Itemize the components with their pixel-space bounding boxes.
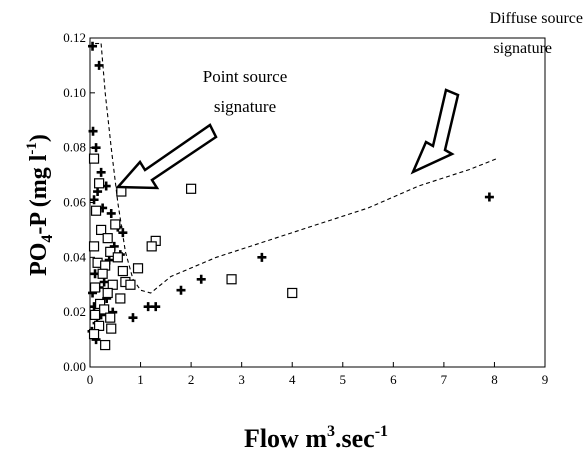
y-tick-label: 0.08 xyxy=(63,140,86,155)
plus-point xyxy=(106,208,116,218)
y-tick-label: 0.02 xyxy=(63,304,86,319)
square-point xyxy=(117,265,128,277)
plus-point xyxy=(484,192,494,202)
annotation-diffuse-line1: Diffuse source xyxy=(490,10,583,27)
square-point xyxy=(97,268,108,279)
square-point xyxy=(186,183,197,194)
square-point xyxy=(102,233,113,244)
square-point xyxy=(146,241,157,252)
plus-point xyxy=(257,252,267,262)
y-axis-title-sup: -1 xyxy=(24,142,40,155)
point-source-arrow xyxy=(115,123,218,190)
plus-point xyxy=(88,126,98,136)
y-axis-title: PO4-P (mg l-1) xyxy=(24,134,56,276)
square-point xyxy=(89,309,101,321)
square-point xyxy=(100,339,111,351)
trend-lines xyxy=(95,42,498,294)
plot-frame xyxy=(89,37,546,368)
plot-border xyxy=(89,37,546,368)
plus-point xyxy=(143,302,153,312)
x-tick-label: 2 xyxy=(188,372,195,387)
x-tick-label: 5 xyxy=(340,372,347,387)
x-axis-title-main: Flow m xyxy=(244,424,327,453)
x-axis-title: Flow m3.sec-1 xyxy=(244,423,388,453)
square-point xyxy=(88,329,100,340)
x-tick-label: 1 xyxy=(137,372,144,387)
square-point xyxy=(106,323,117,334)
y-tick-label: 0.06 xyxy=(63,195,86,210)
plus-point xyxy=(94,60,104,70)
square-point xyxy=(110,219,121,230)
x-axis-title-sup: 3 xyxy=(327,423,335,440)
y-tick-label: 0.10 xyxy=(63,85,86,100)
plus-point xyxy=(91,143,101,153)
square-point xyxy=(89,282,101,293)
x-axis-title-sup2: -1 xyxy=(375,423,388,440)
data-points xyxy=(87,41,494,351)
axis-ticks: 0 1 2 3 4 5 6 7 8 9 0.00 0.02 0.04 0.06 0.08 0.10 0.12 xyxy=(63,30,548,387)
square-point xyxy=(226,274,237,285)
square-point xyxy=(132,263,144,274)
annotation-point-line1: Point source xyxy=(203,67,288,86)
y-axis-title-end: ) xyxy=(26,134,52,142)
y-axis-title-sub: 4 xyxy=(39,235,56,243)
x-tick-label: 7 xyxy=(441,372,448,387)
x-tick-label: 9 xyxy=(542,372,549,387)
x-tick-label: 8 xyxy=(491,372,498,387)
plus-point xyxy=(88,41,98,51)
square-point xyxy=(115,293,126,304)
x-tick-label: 6 xyxy=(390,372,397,387)
annotation-diffuse-line2: signature xyxy=(493,40,552,57)
plus-point xyxy=(196,274,206,284)
y-axis-title-mid: -P (mg l xyxy=(26,154,52,234)
x-tick-label: 4 xyxy=(289,372,296,387)
y-axis-title-main: PO xyxy=(26,243,52,276)
square-point xyxy=(105,312,116,323)
square-point xyxy=(96,224,107,236)
x-tick-label: 3 xyxy=(238,372,245,387)
square-point xyxy=(88,241,100,252)
square-point xyxy=(102,287,113,299)
square-point xyxy=(287,287,298,299)
annotation-point-line2: signature xyxy=(214,97,276,116)
plus-point xyxy=(93,187,103,197)
square-point xyxy=(112,252,123,263)
plus-point xyxy=(89,195,99,205)
square-point xyxy=(105,246,116,257)
plus-point xyxy=(176,285,186,295)
x-axis-title-mid: .sec xyxy=(335,424,375,453)
plus-point xyxy=(151,302,161,312)
y-tick-label: 0.04 xyxy=(63,249,86,264)
plus-point xyxy=(128,313,138,323)
plus-point xyxy=(99,277,109,287)
x-tick-label: 0 xyxy=(87,372,94,387)
y-tick-label: 0.12 xyxy=(63,30,86,45)
plus-point xyxy=(96,167,106,177)
diffuse-source-arrow xyxy=(410,88,460,175)
plus-point xyxy=(118,228,128,238)
square-point xyxy=(88,153,100,164)
square-point xyxy=(93,178,105,189)
square-point xyxy=(125,279,136,290)
fit-line xyxy=(100,43,498,294)
square-point xyxy=(90,205,102,216)
square-point xyxy=(99,304,110,315)
y-tick-label: 0.00 xyxy=(63,359,86,374)
